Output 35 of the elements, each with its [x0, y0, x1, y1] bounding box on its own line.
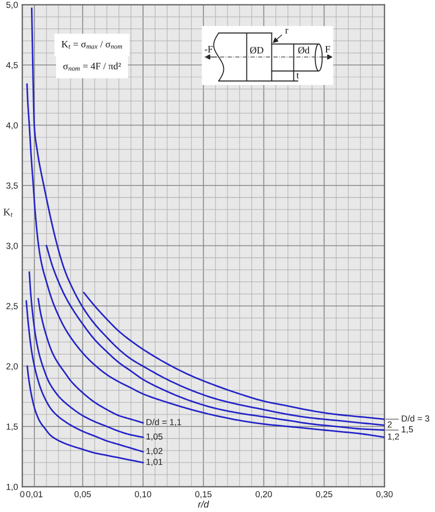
y-tick-label: 1,5 [6, 424, 18, 431]
series-label: 1,5 [402, 426, 413, 434]
y-tick-label: 5,0 [6, 2, 18, 9]
x-tick-label: 0,01 [26, 491, 42, 498]
y-tick-label: 2,0 [6, 363, 18, 370]
y-tick-label: 3,0 [6, 242, 18, 250]
y-tick-label: 2,5 [6, 303, 18, 310]
annotation: K$_{t}$ = σ$_{max}$ / σ$_{nom}$ [62, 40, 122, 49]
series-label: 1,01 [146, 458, 162, 466]
y-axis-title: K$_{t}$ [3, 208, 13, 217]
annotation: r [285, 28, 288, 34]
y-tick-label: 1,0 [6, 484, 18, 491]
series-label: 1,05 [146, 433, 162, 441]
annotation: -F [204, 46, 213, 52]
annotation: ØD [250, 46, 264, 54]
x-tick-label: 0 [20, 491, 24, 498]
x-tick-label: 0,15 [195, 491, 212, 498]
annotation: σ$_{nom}$ = 4F / πd² [63, 62, 121, 71]
annotation: Ød [298, 46, 310, 54]
series-label: 2 [388, 421, 392, 428]
x-axis-title: r/d [198, 500, 210, 508]
series-label: D/d = 3 [402, 415, 430, 422]
series-label: 1,02 [146, 448, 162, 456]
series-label: D/d = 1,1 [146, 418, 182, 426]
y-tick-label: 3,5 [6, 182, 18, 190]
x-tick-label: 0,20 [256, 491, 272, 498]
x-tick-label: 0,30 [376, 491, 393, 498]
series-label: 1,2 [388, 433, 399, 441]
x-tick-label: 0,10 [134, 491, 152, 498]
y-tick-label: 4,5 [6, 62, 18, 70]
annotation: t [296, 72, 299, 78]
annotation: F [325, 46, 330, 52]
x-tick-label: 0,05 [74, 491, 91, 498]
x-tick-label: 0,25 [316, 491, 332, 498]
y-tick-label: 4,0 [6, 122, 18, 130]
